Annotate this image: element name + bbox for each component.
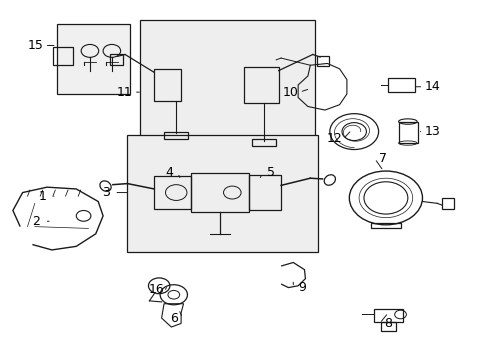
Text: 14: 14 [424,80,439,93]
Text: 8: 8 [384,317,391,330]
Text: 12: 12 [326,132,342,145]
Text: 13: 13 [424,125,439,138]
Bar [373,309,402,321]
Text: 10: 10 [282,86,298,99]
Bar [110,54,122,65]
Text: 16: 16 [148,283,164,296]
Bar [398,122,417,143]
Bar [140,21,315,157]
Bar [441,198,453,209]
Bar [154,69,181,101]
Text: 6: 6 [169,311,177,325]
Text: 9: 9 [298,281,305,294]
Text: 7: 7 [379,152,386,165]
Bar [163,132,188,139]
Text: 1: 1 [38,190,46,203]
Bar [370,223,400,228]
Text: 3: 3 [102,186,109,199]
Text: 5: 5 [267,166,275,179]
Bar [387,78,414,92]
Bar [244,67,278,103]
Bar [190,173,249,212]
Text: 15: 15 [28,39,43,52]
Bar [380,321,395,330]
Text: 2: 2 [32,215,40,228]
Bar [154,176,190,209]
Bar [249,175,281,211]
Bar [57,24,130,94]
Bar [316,55,328,66]
Bar [251,139,276,146]
Text: 4: 4 [164,166,172,179]
Bar [53,47,73,65]
Bar [127,135,317,252]
Text: 11: 11 [117,86,133,99]
